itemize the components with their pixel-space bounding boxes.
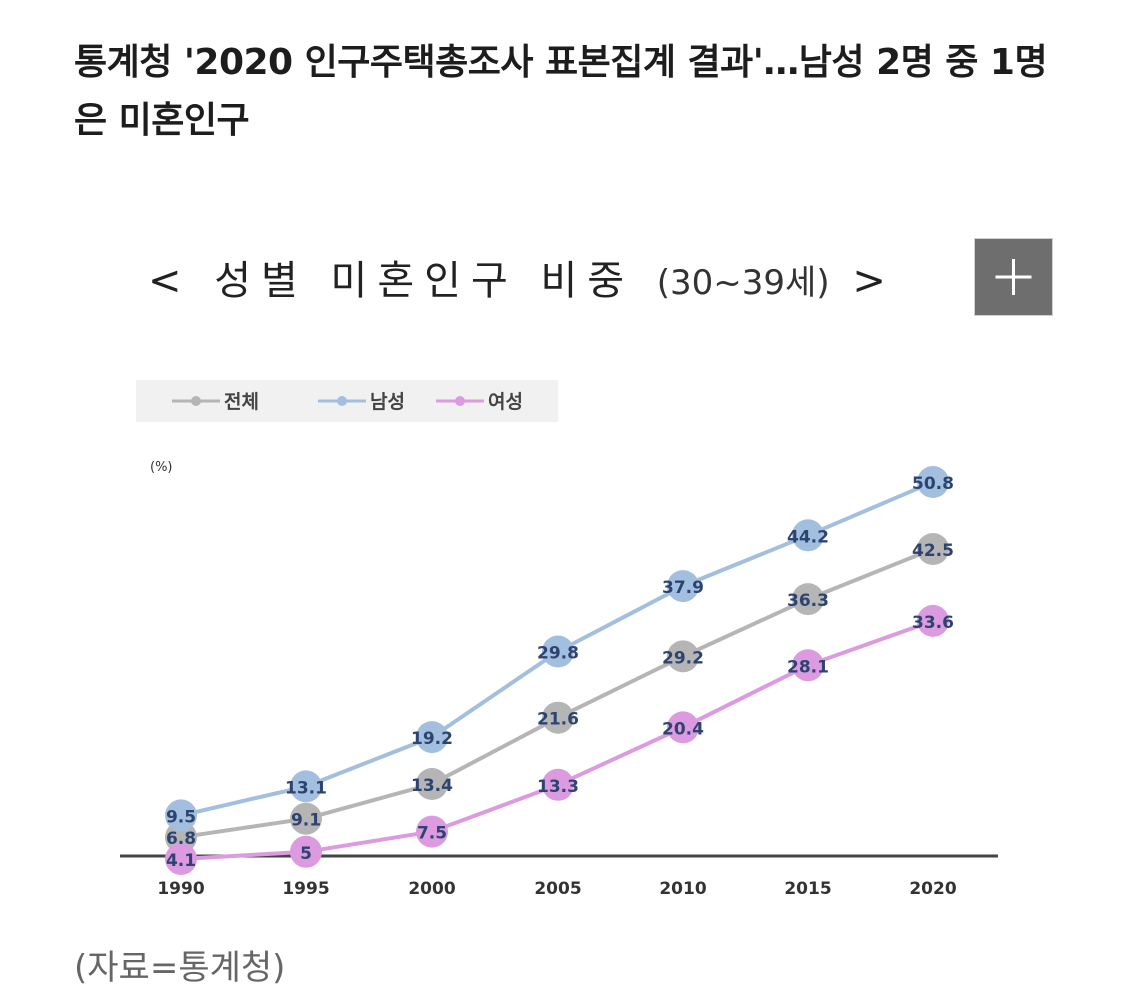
data-label: 13.1 xyxy=(285,778,327,798)
data-point xyxy=(416,721,448,754)
data-point xyxy=(792,649,824,682)
legend-swatch-dot xyxy=(191,396,201,406)
data-label: 9.1 xyxy=(291,811,321,831)
legend-label: 전체 xyxy=(224,391,259,413)
data-point xyxy=(542,701,574,734)
legend-swatch-dot xyxy=(337,396,347,406)
data-point xyxy=(290,770,322,803)
data-point xyxy=(416,815,448,848)
series-여성 xyxy=(165,604,949,875)
data-point xyxy=(667,640,699,673)
data-point xyxy=(917,533,949,565)
data-label: 13.3 xyxy=(537,777,579,797)
data-point xyxy=(165,799,197,832)
data-label: 6.8 xyxy=(166,829,196,849)
data-point xyxy=(165,843,197,875)
y-axis-label: (%) xyxy=(150,460,173,475)
data-label-layer: 6.8 9.1 13.4 21.6 29.2 36.3 42.5 4.1 5 7.5 13.3 20.… xyxy=(166,474,954,871)
data-point xyxy=(542,768,574,801)
x-tick-label: 2005 xyxy=(534,879,581,899)
data-label: 29.8 xyxy=(537,644,579,664)
data-label: 5 xyxy=(300,844,312,864)
chart-title-main: < 성별 미혼인구 비중 xyxy=(148,258,635,304)
data-point xyxy=(792,519,824,552)
article-headline: 통계청 '2020 인구주택총조사 표본집계 결과'…남성 2명 중 1명은 미… xyxy=(74,42,1048,141)
data-label: 13.4 xyxy=(411,776,453,796)
data-point xyxy=(667,711,699,744)
data-point xyxy=(290,802,322,835)
data-label: 21.6 xyxy=(537,710,579,730)
x-tick-label: 1990 xyxy=(157,879,204,899)
data-label: 9.5 xyxy=(166,807,196,827)
data-label: 28.1 xyxy=(787,657,829,677)
series-layer xyxy=(165,466,949,875)
data-label: 7.5 xyxy=(417,824,447,844)
x-tick-label: 2020 xyxy=(909,879,956,899)
data-point xyxy=(917,466,949,498)
legend-swatch-dot xyxy=(455,396,465,406)
data-label: 20.4 xyxy=(662,719,704,739)
x-tick-label: 2015 xyxy=(784,879,831,899)
chart-legend: 전체 남성 여성 xyxy=(172,391,523,413)
data-point xyxy=(792,583,824,616)
data-label: 44.2 xyxy=(787,527,829,547)
x-axis-ticks: 1990 1995 2000 2005 2010 2015 2020 xyxy=(157,879,956,899)
source-caption: (자료=통계청) xyxy=(74,948,286,988)
data-point xyxy=(917,604,949,637)
legend-label: 남성 xyxy=(370,391,405,413)
data-label: 37.9 xyxy=(662,578,704,598)
data-point xyxy=(667,570,699,603)
data-label: 19.2 xyxy=(411,729,453,749)
chart-title-end: > xyxy=(852,258,896,304)
expand-image-button[interactable] xyxy=(974,238,1053,316)
data-point xyxy=(290,835,322,868)
data-label: 50.8 xyxy=(912,474,954,494)
x-tick-label: 2010 xyxy=(659,879,706,899)
data-point xyxy=(416,768,448,800)
series-남성 xyxy=(165,466,949,832)
data-point xyxy=(542,635,574,668)
plus-icon xyxy=(995,259,1032,295)
data-label: 36.3 xyxy=(787,591,829,611)
data-label: 29.2 xyxy=(662,648,704,668)
chart-title: < 성별 미혼인구 비중 (30~39세) > xyxy=(148,248,896,306)
x-tick-label: 2000 xyxy=(408,879,455,899)
data-label: 33.6 xyxy=(912,613,954,633)
x-tick-label: 1995 xyxy=(282,879,329,899)
data-label: 42.5 xyxy=(912,541,954,561)
series-전체 xyxy=(165,533,949,854)
data-label: 4.1 xyxy=(166,851,196,871)
chart-title-subtitle: (30~39세) xyxy=(656,263,830,303)
legend-label: 여성 xyxy=(488,391,523,413)
